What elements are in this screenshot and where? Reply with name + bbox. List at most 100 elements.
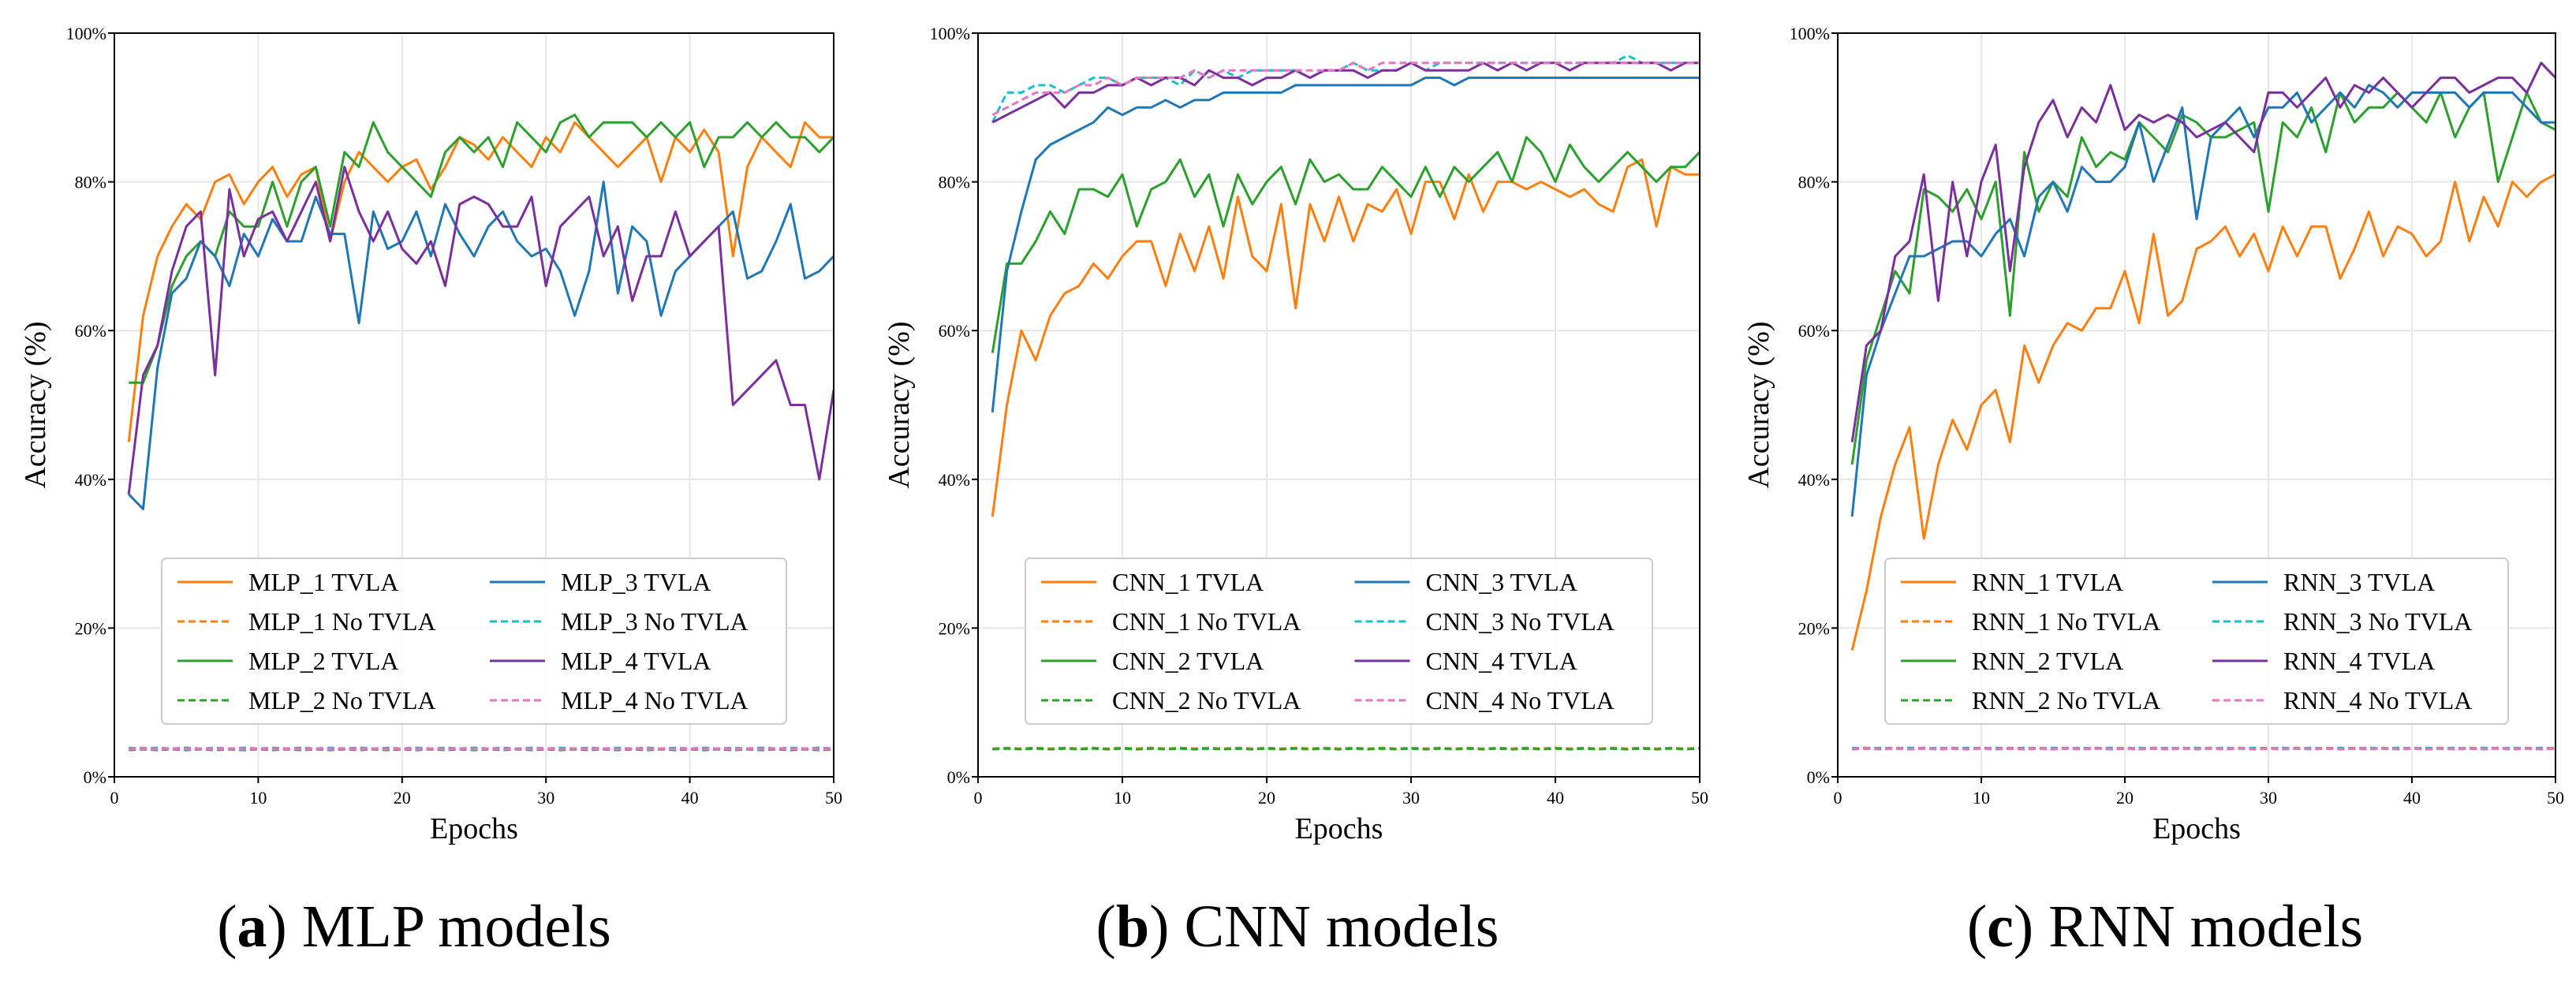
- caption-text: ) RNN models: [2014, 894, 2363, 960]
- x-tick-label: 40: [1547, 788, 1564, 808]
- chart-panel-c: 0 10 20 30 40 50 0% 20% 40% 60% 80% 100% Epochs Accur…: [1742, 24, 2564, 845]
- legend-label: RNN_4 TVLA: [2283, 647, 2435, 675]
- y-tick-label: 0%: [947, 767, 970, 787]
- y-tick-label: 40%: [75, 470, 106, 490]
- legend-label: CNN_2 TVLA: [1112, 647, 1264, 675]
- subfigure-caption-b: (b) CNN models: [1096, 894, 1499, 960]
- legend-label: RNN_2 No TVLA: [1972, 686, 2160, 714]
- series-line-rnn-4-no-tvla: [1852, 747, 2555, 751]
- x-tick-label: 0: [110, 788, 119, 808]
- legend-label: CNN_3 No TVLA: [1426, 607, 1615, 636]
- y-axis-title: Accuracy (%): [883, 321, 916, 488]
- caption-paren-open: (: [217, 894, 237, 960]
- legend-box: [1025, 558, 1653, 725]
- x-tick-label: 20: [394, 788, 411, 808]
- legend-label: MLP_2 No TVLA: [248, 686, 436, 714]
- y-tick-label: 60%: [1798, 321, 1830, 341]
- y-tick-label: 80%: [1798, 173, 1830, 192]
- caption-letter: a: [237, 894, 267, 960]
- y-tick-label: 60%: [939, 321, 970, 341]
- x-axis-title: Epochs: [2152, 812, 2241, 845]
- x-tick-label: 50: [1691, 788, 1708, 808]
- legend-label: RNN_2 TVLA: [1972, 647, 2123, 675]
- series-line-mlp-1-tvla: [127, 121, 834, 442]
- legend-label: RNN_1 TVLA: [1972, 568, 2123, 596]
- series-line-cnn-2-no-tvla: [992, 747, 1700, 751]
- series-line-rnn-2-tvla: [1850, 91, 2555, 465]
- x-tick-label: 30: [2260, 788, 2277, 808]
- legend-label: CNN_4 TVLA: [1426, 647, 1577, 675]
- caption-letter: c: [1987, 894, 2014, 960]
- x-tick-label: 10: [249, 788, 267, 808]
- x-tick-label: 50: [2547, 788, 2564, 808]
- caption-paren-open: (: [1096, 894, 1116, 960]
- y-tick-label: 80%: [75, 173, 106, 192]
- legend-label: CNN_2 No TVLA: [1112, 686, 1301, 714]
- series-line-cnn-3-tvla: [991, 76, 1700, 413]
- x-tick-label: 10: [1973, 788, 1990, 808]
- y-tick-label: 20%: [1798, 618, 1830, 638]
- legend-label: MLP_4 No TVLA: [561, 686, 749, 714]
- legend: CNN_1 TVLA CNN_1 No TVLA CNN_2 TVLA CNN_2 N…: [1025, 558, 1653, 725]
- y-axis-title: Accuracy (%): [1742, 321, 1775, 488]
- legend-label: MLP_1 No TVLA: [248, 607, 436, 636]
- chart-panel-b: 0 10 20 30 40 50 0% 20% 40% 60% 80% 100% Epochs Accur…: [883, 24, 1708, 845]
- caption-text: ) CNN models: [1149, 894, 1499, 960]
- series-line-mlp-4-no-tvla: [129, 747, 834, 751]
- x-tick-label: 0: [1834, 788, 1842, 808]
- legend-label: MLP_3 No TVLA: [561, 607, 749, 636]
- legend-label: CNN_4 No TVLA: [1426, 686, 1615, 714]
- series-line-mlp-4-tvla: [127, 166, 834, 494]
- axes-frame: [977, 32, 1701, 778]
- y-tick-label: 60%: [75, 321, 106, 341]
- x-tick-label: 50: [825, 788, 842, 808]
- x-tick-label: 0: [974, 788, 983, 808]
- x-tick-label: 20: [1258, 788, 1275, 808]
- series-line-cnn-4-tvla: [991, 62, 1700, 124]
- legend-label: MLP_2 TVLA: [248, 647, 399, 675]
- series-line-cnn-4-no-tvla: [991, 62, 1700, 117]
- axes-frame: [114, 32, 834, 778]
- series-line-cnn-2-tvla: [991, 136, 1700, 353]
- axes-frame: [1837, 32, 2556, 778]
- x-tick-label: 40: [681, 788, 699, 808]
- legend-box: [161, 558, 787, 725]
- series-line-cnn-1-tvla: [991, 158, 1700, 517]
- y-tick-label: 40%: [939, 470, 970, 490]
- chart-panel-a: 0 10 20 30 40 50 0% 20% 40% 60% 80% 100% Epochs Accur…: [19, 24, 842, 845]
- y-tick-label: 100%: [930, 24, 970, 43]
- caption-text: ) MLP models: [267, 894, 611, 960]
- y-tick-label: 0%: [1807, 767, 1830, 787]
- x-tick-label: 40: [2403, 788, 2421, 808]
- caption-paren-open: (: [1967, 894, 1987, 960]
- legend-label: RNN_4 No TVLA: [2283, 686, 2472, 714]
- legend-label: RNN_1 No TVLA: [1972, 607, 2160, 636]
- y-tick-label: 0%: [84, 767, 106, 787]
- subfigure-caption-a: (a) MLP models: [217, 894, 611, 960]
- legend: RNN_1 TVLA RNN_1 No TVLA RNN_2 TVLA RNN_2 N…: [1884, 558, 2509, 725]
- x-tick-label: 20: [2116, 788, 2134, 808]
- subfigure-caption-c: (c) RNN models: [1967, 894, 2363, 960]
- y-axis-title: Accuracy (%): [19, 321, 52, 488]
- legend-label: RNN_3 TVLA: [2283, 568, 2435, 596]
- y-tick-label: 20%: [75, 618, 106, 638]
- x-tick-label: 10: [1114, 788, 1131, 808]
- legend-label: CNN_1 No TVLA: [1112, 607, 1301, 636]
- legend-box: [1884, 558, 2509, 725]
- x-tick-label: 30: [537, 788, 554, 808]
- series-line-rnn-3-tvla: [1850, 84, 2555, 517]
- y-tick-label: 100%: [66, 24, 106, 43]
- x-axis-title: Epochs: [1295, 812, 1383, 845]
- caption-letter: b: [1116, 894, 1149, 960]
- y-tick-label: 80%: [939, 173, 970, 192]
- legend-label: MLP_3 TVLA: [561, 568, 711, 596]
- x-tick-label: 30: [1402, 788, 1420, 808]
- y-tick-label: 40%: [1798, 470, 1830, 490]
- x-axis-title: Epochs: [430, 812, 518, 845]
- legend-label: CNN_3 TVLA: [1426, 568, 1577, 596]
- series-line-rnn-4-tvla: [1850, 62, 2555, 442]
- legend-label: MLP_1 TVLA: [248, 568, 399, 596]
- series-line-mlp-2-tvla: [129, 114, 834, 384]
- legend-label: RNN_3 No TVLA: [2283, 607, 2472, 636]
